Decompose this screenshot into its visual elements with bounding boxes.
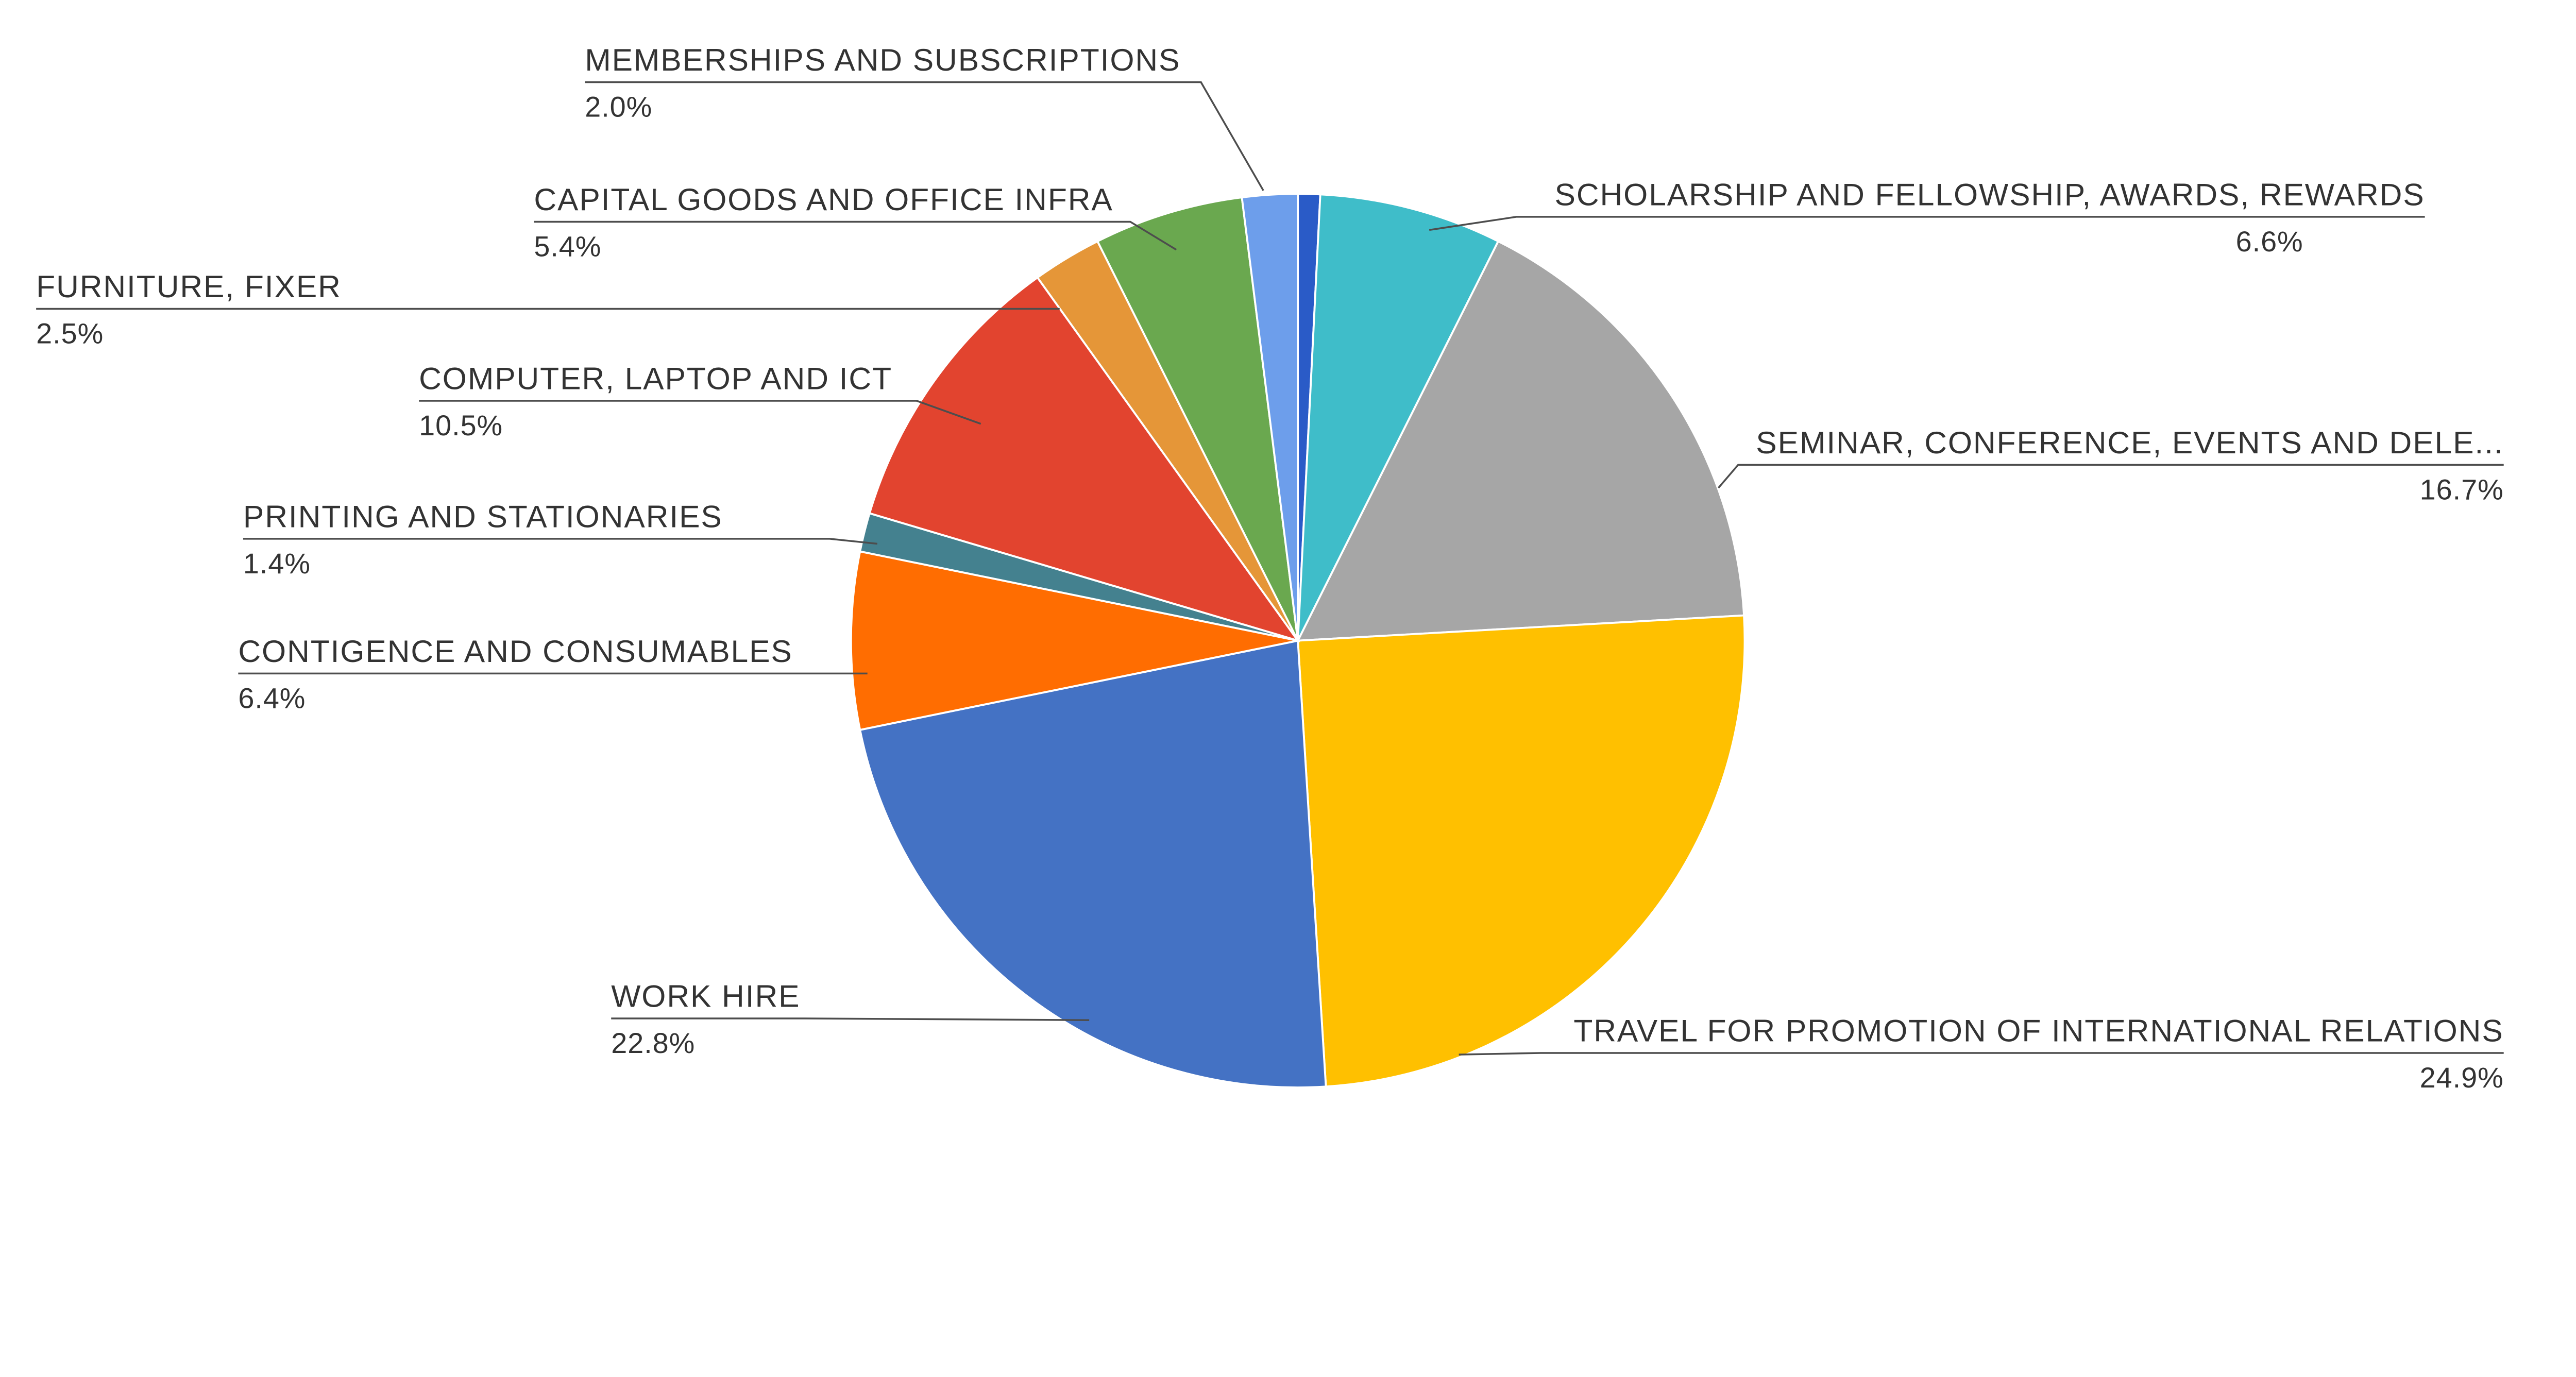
slice-percentage: 22.8% (611, 1027, 695, 1059)
slice-label: COMPUTER, LAPTOP AND ICT (419, 361, 892, 396)
pie-slice-10-memberships-and-subscriptions (1241, 193, 1299, 641)
callout-9: CAPITAL GOODS AND OFFICE INFRA 5.4% (534, 182, 1177, 262)
callout-1: SCHOLARSHIP AND FELLOWSHIP, AWARDS, REWA… (1429, 177, 2425, 258)
callout-6: PRINTING AND STATIONARIES 1.4% (243, 499, 877, 580)
slice-percentage: 5.4% (534, 230, 601, 262)
callout-leader-line (243, 538, 877, 545)
pie-slice-2-seminar-conference-events-and-dele (1296, 240, 1745, 642)
pie-slice-9-capital-goods-and-office-infra (1096, 196, 1299, 641)
slice-label: WORK HIRE (611, 979, 800, 1014)
callout-10: MEMBERSHIPS AND SUBSCRIPTIONS 2.0% (585, 42, 1264, 191)
slice-percentage: 2.5% (36, 317, 104, 349)
callout-leader-line (1459, 1052, 2504, 1056)
slice-label: SCHOLARSHIP AND FELLOWSHIP, AWARDS, REWA… (1555, 177, 2425, 212)
callout-leader-line (1429, 216, 2425, 231)
slice-label: SEMINAR, CONFERENCE, EVENTS AND DELE... (1756, 425, 2503, 460)
slice-label: MEMBERSHIPS AND SUBSCRIPTIONS (585, 42, 1180, 77)
pie-chart-svg: SCHOLARSHIP AND FELLOWSHIP, AWARDS, REWA… (36, 42, 2504, 1094)
callout-leader-line (611, 1017, 1090, 1021)
callout-5: CONTIGENCE AND CONSUMABLES 6.4% (238, 634, 868, 714)
slice-label: PRINTING AND STATIONARIES (243, 499, 723, 534)
callout-leader-line (585, 81, 1264, 191)
callout-3: TRAVEL FOR PROMOTION OF INTERNATIONAL RE… (1459, 1013, 2504, 1094)
slice-percentage: 24.9% (2420, 1061, 2504, 1094)
slice-percentage: 10.5% (419, 409, 503, 441)
slice-percentage: 16.7% (2420, 473, 2504, 505)
pie-slice-7-computer-laptop-and-ict (868, 276, 1300, 643)
slice-percentage: 1.4% (243, 547, 311, 580)
slice-label: CAPITAL GOODS AND OFFICE INFRA (534, 182, 1113, 217)
pie-slice-5-contigence-and-consumables (850, 550, 1298, 732)
callout-2: SEMINAR, CONFERENCE, EVENTS AND DELE... 1… (1718, 425, 2504, 505)
slice-percentage: 2.0% (585, 90, 652, 123)
slice-percentage: 6.6% (2236, 225, 2303, 258)
slice-label: TRAVEL FOR PROMOTION OF INTERNATIONAL RE… (1573, 1013, 2503, 1048)
callout-7: COMPUTER, LAPTOP AND ICT 10.5% (419, 361, 981, 441)
slice-label: CONTIGENCE AND CONSUMABLES (238, 634, 792, 669)
slice-percentage: 6.4% (238, 682, 306, 714)
callout-8: FURNITURE, FIXER 2.5% (36, 269, 1060, 349)
pie-slice-4-work-hire (859, 639, 1327, 1089)
pie-slice-1-scholarship-and-fellowship-awards-rewards (1297, 193, 1500, 641)
callout-leader-line (419, 400, 981, 425)
callout-leader-line (534, 220, 1177, 251)
callout-4: WORK HIRE 22.8% (611, 979, 1090, 1059)
slice-label: FURNITURE, FIXER (36, 269, 342, 304)
chart-canvas: SCHOLARSHIP AND FELLOWSHIP, AWARDS, REWA… (36, 42, 2504, 1094)
callout-leader-line (1718, 464, 2504, 489)
pie-slice-3-travel-for-promotion-of-international-relations (1297, 614, 1746, 1088)
